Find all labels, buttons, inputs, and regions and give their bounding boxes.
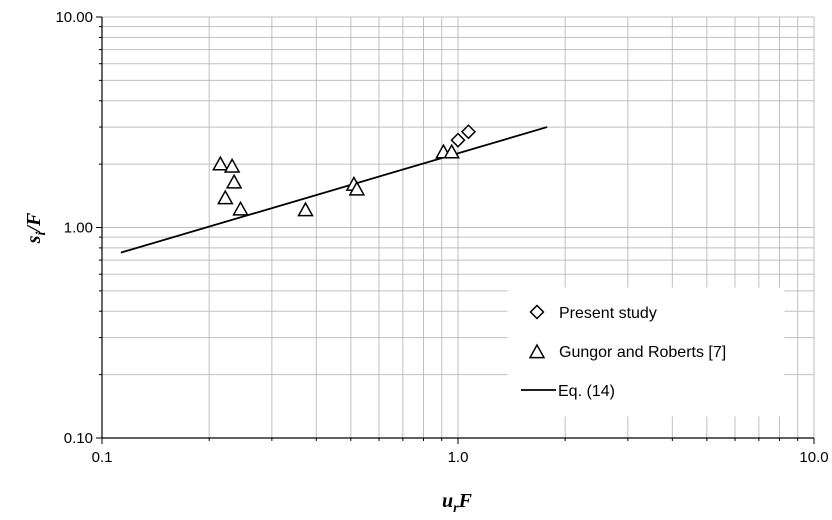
legend-label: Eq. (14) [558,383,615,400]
x-tick-label: 0.1 [92,449,113,466]
tick-labels: 0.1 1.0 10.0 0.10 1.00 10.00 [55,9,828,466]
y-tick-label: 10.00 [55,9,93,26]
axes [96,16,815,444]
legend-present-study-marker [529,304,545,320]
gungor-point [225,173,243,189]
gungor-point [223,157,241,173]
x-axis-title-tail: F [458,490,473,512]
x-tick-label: 1.0 [448,449,469,466]
gungor-point [443,143,460,159]
gungor-point [217,189,234,205]
data-marks [120,124,548,254]
present-study-point [450,132,466,148]
x-tick-label: 10.0 [799,449,828,466]
y-tick-label: 1.00 [64,220,93,237]
legend-label: Gungor and Roberts [7] [559,344,726,361]
y-axis-title: si/F [23,212,49,244]
gungor-point [348,180,366,196]
eq14-line [120,126,548,254]
x-axis-title-sub: r [453,501,459,516]
legend-label: Present study [559,305,657,322]
legend-gungor-marker [528,343,546,359]
y-tick-label: 0.10 [64,430,93,447]
y-axis-title-main: s [23,235,45,244]
gungor-point [232,200,249,216]
gungor-point [297,201,314,217]
present-study-point [460,124,477,140]
y-axis-title-sub: i [34,232,49,236]
x-axis-title-main: u [442,490,453,512]
legend: Present study Gungor and Roberts [7] Eq. (… [507,287,785,417]
x-axis-title: urF [442,490,473,516]
legend-box [507,287,785,417]
y-axis-title-tail: /F [23,212,45,234]
gungor-point [212,155,229,171]
